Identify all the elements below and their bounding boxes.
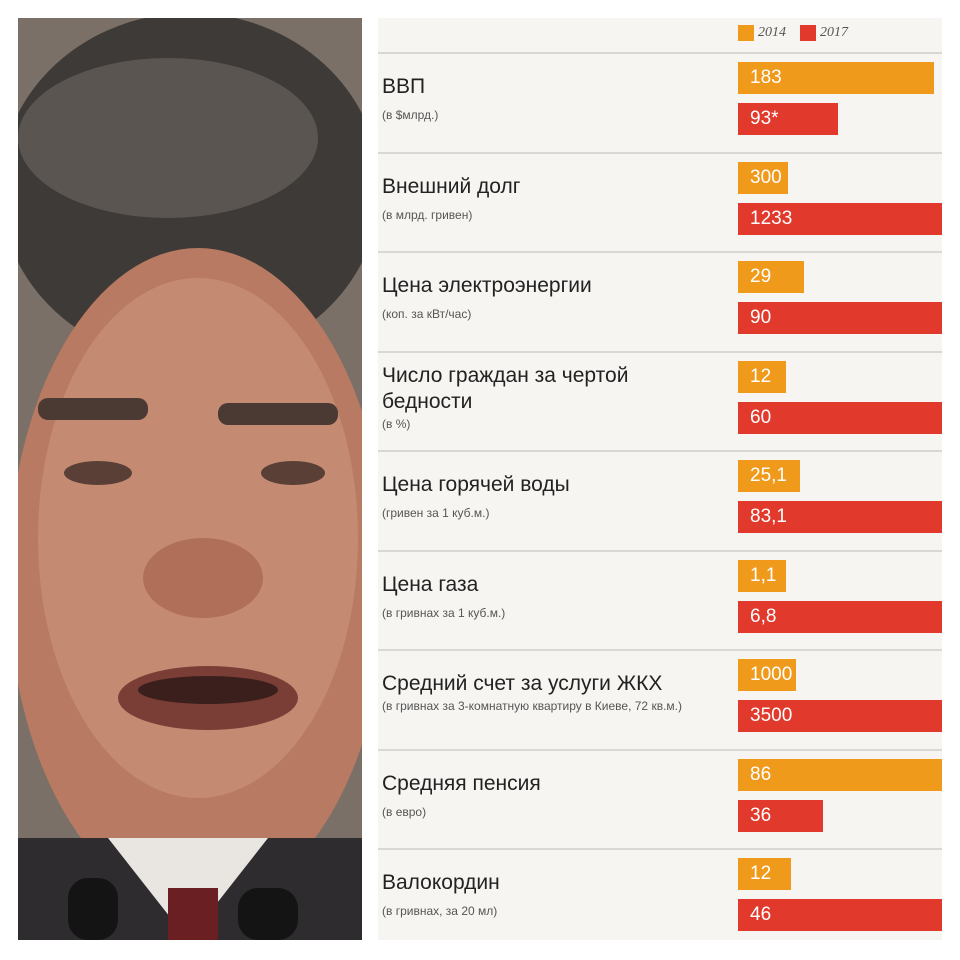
bar-value-label: 3500 bbox=[750, 705, 793, 726]
chart-legend: 2014 2017 bbox=[738, 22, 848, 44]
bar-2017: 83,1 bbox=[738, 501, 942, 533]
row-label: Цена горячей воды bbox=[382, 473, 570, 496]
row-label: Внешний долг bbox=[382, 174, 521, 198]
row-label: Число граждан за чертой бедности bbox=[382, 363, 629, 413]
bar-2017: 60 bbox=[738, 401, 942, 434]
bar-value-label: 93* bbox=[750, 108, 779, 129]
bar-2014: 183 bbox=[738, 62, 935, 94]
row-label: Цена электроэнергии bbox=[382, 274, 592, 297]
row-unit: (в гривнах за 1 куб.м.) bbox=[382, 605, 506, 620]
chart-row: Средний счет за услуги ЖКХ (в гривнах за … bbox=[378, 649, 942, 749]
row-divider bbox=[378, 52, 942, 54]
row-label: Средний счет за услуги ЖКХ bbox=[382, 672, 663, 695]
bar-2014: 12 bbox=[738, 360, 786, 393]
bar-2017: 3500 bbox=[738, 700, 942, 732]
row-label: ВВП bbox=[382, 75, 426, 98]
chart-row: ВВП (в $млрд.) 183 93* bbox=[378, 52, 942, 152]
row-unit: (в гривнах за 3-комнатную квартиру в Кие… bbox=[382, 699, 682, 713]
portrait-photo bbox=[18, 18, 362, 940]
row-divider bbox=[378, 848, 942, 850]
bar-value-label: 29 bbox=[750, 266, 772, 287]
chart-row: Внешний долг (в млрд. гривен) 300 1233 bbox=[378, 151, 942, 252]
row-label: Валокордин bbox=[382, 871, 500, 894]
bar-value-label: 36 bbox=[750, 804, 772, 826]
chart-row: Валокордин (в гривнах, за 20 мл) 12 46 bbox=[378, 848, 942, 940]
bar-2017: 90 bbox=[738, 302, 942, 334]
row-divider bbox=[378, 251, 942, 253]
row-divider bbox=[378, 151, 942, 154]
row-unit: (в гривнах, за 20 мл) bbox=[382, 904, 498, 918]
legend-label-2017: 2017 bbox=[820, 25, 848, 40]
bar-value-label: 25,1 bbox=[750, 465, 787, 486]
bar-2014: 300 bbox=[738, 161, 788, 194]
row-divider bbox=[378, 350, 942, 353]
bar-2014: 1000 bbox=[738, 659, 797, 691]
chart-row: Цена горячей воды (гривен за 1 куб.м.) 25,… bbox=[378, 450, 942, 550]
row-unit: (коп. за кВт/час) bbox=[382, 307, 472, 321]
legend-swatch-2017 bbox=[800, 25, 816, 41]
row-unit: (в $млрд.) bbox=[382, 108, 439, 122]
bar-2017: 46 bbox=[738, 899, 942, 931]
legend-item-2017: 2017 bbox=[800, 25, 848, 41]
row-label: Средняя пенсия bbox=[382, 771, 541, 795]
row-unit: (гривен за 1 куб.м.) bbox=[382, 506, 490, 520]
chart-row: Средняя пенсия (в евро) 86 36 bbox=[378, 748, 942, 849]
row-unit: (в евро) bbox=[382, 804, 427, 819]
bar-2014: 25,1 bbox=[738, 460, 800, 492]
bar-2017: 36 bbox=[738, 799, 824, 832]
row-divider bbox=[378, 748, 942, 751]
legend-item-2014: 2014 bbox=[738, 25, 786, 41]
bar-2017: 1233 bbox=[738, 202, 942, 235]
bar-2014: 1,1 bbox=[738, 559, 786, 592]
row-divider bbox=[378, 649, 942, 651]
row-divider bbox=[378, 549, 942, 552]
bar-value-label: 1233 bbox=[750, 207, 793, 229]
bar-2014: 12 bbox=[738, 858, 792, 890]
bar-value-label: 60 bbox=[750, 406, 772, 428]
bar-value-label: 12 bbox=[750, 863, 772, 884]
row-label: Цена газа bbox=[382, 572, 479, 596]
legend-swatch-2014 bbox=[738, 25, 754, 41]
bar-2017: 93* bbox=[738, 103, 838, 135]
bar-2014: 29 bbox=[738, 261, 804, 293]
bar-value-label: 1,1 bbox=[750, 564, 777, 586]
bar-value-label: 83,1 bbox=[750, 506, 787, 527]
portrait-icon bbox=[18, 18, 362, 940]
row-divider bbox=[378, 450, 942, 452]
bar-value-label: 12 bbox=[750, 365, 772, 387]
bar-value-label: 46 bbox=[750, 904, 772, 925]
bar-2017: 6,8 bbox=[738, 600, 942, 633]
bar-value-label: 1000 bbox=[750, 664, 793, 685]
chart-row: Цена электроэнергии (коп. за кВт/час) 29 90 bbox=[378, 251, 942, 351]
row-unit: (в %) bbox=[382, 416, 411, 431]
bar-value-label: 86 bbox=[750, 763, 772, 785]
legend-label-2014: 2014 bbox=[758, 25, 786, 40]
chart-row: Цена газа (в гривнах за 1 куб.м.) 1,1 6,8 bbox=[378, 549, 942, 650]
bar-value-label: 300 bbox=[750, 166, 782, 188]
bar-value-label: 6,8 bbox=[750, 605, 777, 627]
bar-2014: 86 bbox=[738, 758, 942, 791]
row-unit: (в млрд. гривен) bbox=[382, 207, 473, 222]
chart-row: Число граждан за чертой бедности (в %) 12 6… bbox=[378, 350, 942, 451]
bar-value-label: 90 bbox=[750, 307, 772, 328]
bar-value-label: 183 bbox=[750, 67, 782, 88]
infographic-chart: 2014 2017 ВВП (в $млрд.) 183 93* Внешний дол… bbox=[378, 18, 942, 940]
